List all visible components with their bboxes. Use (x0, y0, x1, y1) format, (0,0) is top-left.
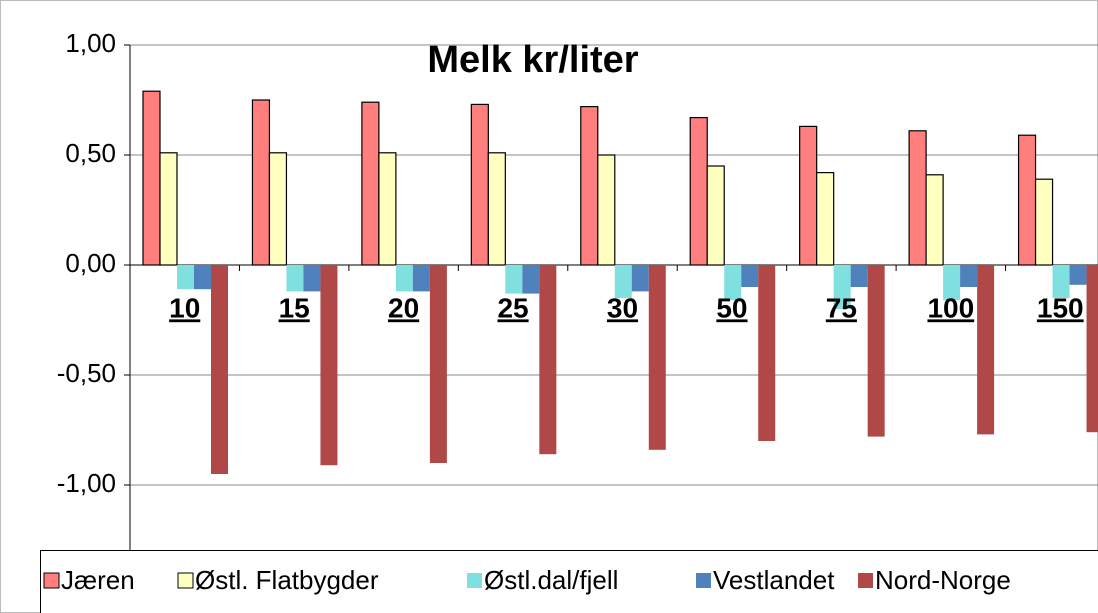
x-tick-label: 15 (279, 292, 310, 323)
bar (597, 154, 616, 266)
x-tick-label: 50 (716, 292, 747, 323)
x-tick-label: 150 (1037, 292, 1084, 323)
bar (378, 152, 397, 266)
bar (194, 265, 211, 290)
bar (1086, 265, 1098, 433)
legend-label: Vestlandet (713, 565, 835, 595)
bar (850, 265, 868, 287)
bar (908, 130, 927, 266)
legend-label: Østl. Flatbygder (195, 565, 379, 595)
bar (977, 265, 995, 435)
bar (487, 152, 506, 266)
bar (320, 265, 338, 466)
bar (833, 265, 851, 309)
bar (251, 99, 271, 266)
bar (505, 265, 523, 294)
chart-title: Melk kr/liter (427, 39, 638, 81)
bar (1034, 178, 1054, 266)
bar (1052, 265, 1070, 298)
y-tick-label: 0,00 (65, 248, 116, 278)
bar (429, 265, 447, 463)
bar (741, 265, 759, 287)
bar (412, 265, 430, 292)
legend-swatch (858, 573, 873, 588)
bar (724, 265, 742, 301)
y-tick-label: 0,50 (65, 138, 116, 168)
x-tick-label: 25 (497, 292, 528, 323)
legend-label: Nord-Norge (875, 565, 1011, 595)
legend-label: Jæren (61, 565, 135, 595)
x-tick-label: 75 (826, 292, 857, 323)
bar (470, 103, 489, 266)
bar (580, 105, 599, 266)
y-tick-label: -0,50 (57, 358, 116, 388)
y-tick-label: 1,00 (65, 28, 116, 58)
bar (943, 265, 961, 301)
x-tick-label: 30 (607, 292, 638, 323)
bar (159, 152, 178, 266)
legend-swatch (467, 573, 482, 588)
bar (303, 265, 321, 292)
bar (614, 265, 632, 298)
legend-label: Østl.dal/fjell (484, 565, 618, 595)
x-tick-label: 10 (169, 292, 200, 323)
bar (689, 116, 708, 266)
legend: Jæren Østl. Flatbygder Østl.dal/fjell Vestl… (43, 565, 1011, 595)
bar (211, 265, 228, 474)
bar (522, 265, 540, 294)
bar (177, 265, 194, 290)
bar (648, 265, 666, 450)
y-tick-label: -1,00 (57, 468, 116, 498)
x-tick-label: 20 (388, 292, 419, 323)
bar (268, 152, 288, 266)
bar (631, 265, 649, 292)
bar (706, 165, 725, 266)
bar (799, 125, 818, 266)
bar (395, 265, 413, 292)
bar (816, 172, 835, 266)
legend-swatch (696, 573, 711, 588)
x-tick-label: 100 (927, 292, 974, 323)
bar (867, 265, 885, 437)
bar (960, 265, 978, 287)
bar (539, 265, 557, 455)
legend-box (40, 550, 1098, 613)
bar (1017, 134, 1037, 266)
bar (361, 101, 380, 266)
bar (758, 265, 776, 441)
bar (286, 265, 304, 292)
bar (142, 90, 161, 266)
legend-swatch (43, 572, 60, 589)
legend-swatch (177, 572, 194, 589)
bar (925, 174, 944, 266)
plot-area (124, 44, 1098, 551)
bar (1069, 265, 1087, 285)
